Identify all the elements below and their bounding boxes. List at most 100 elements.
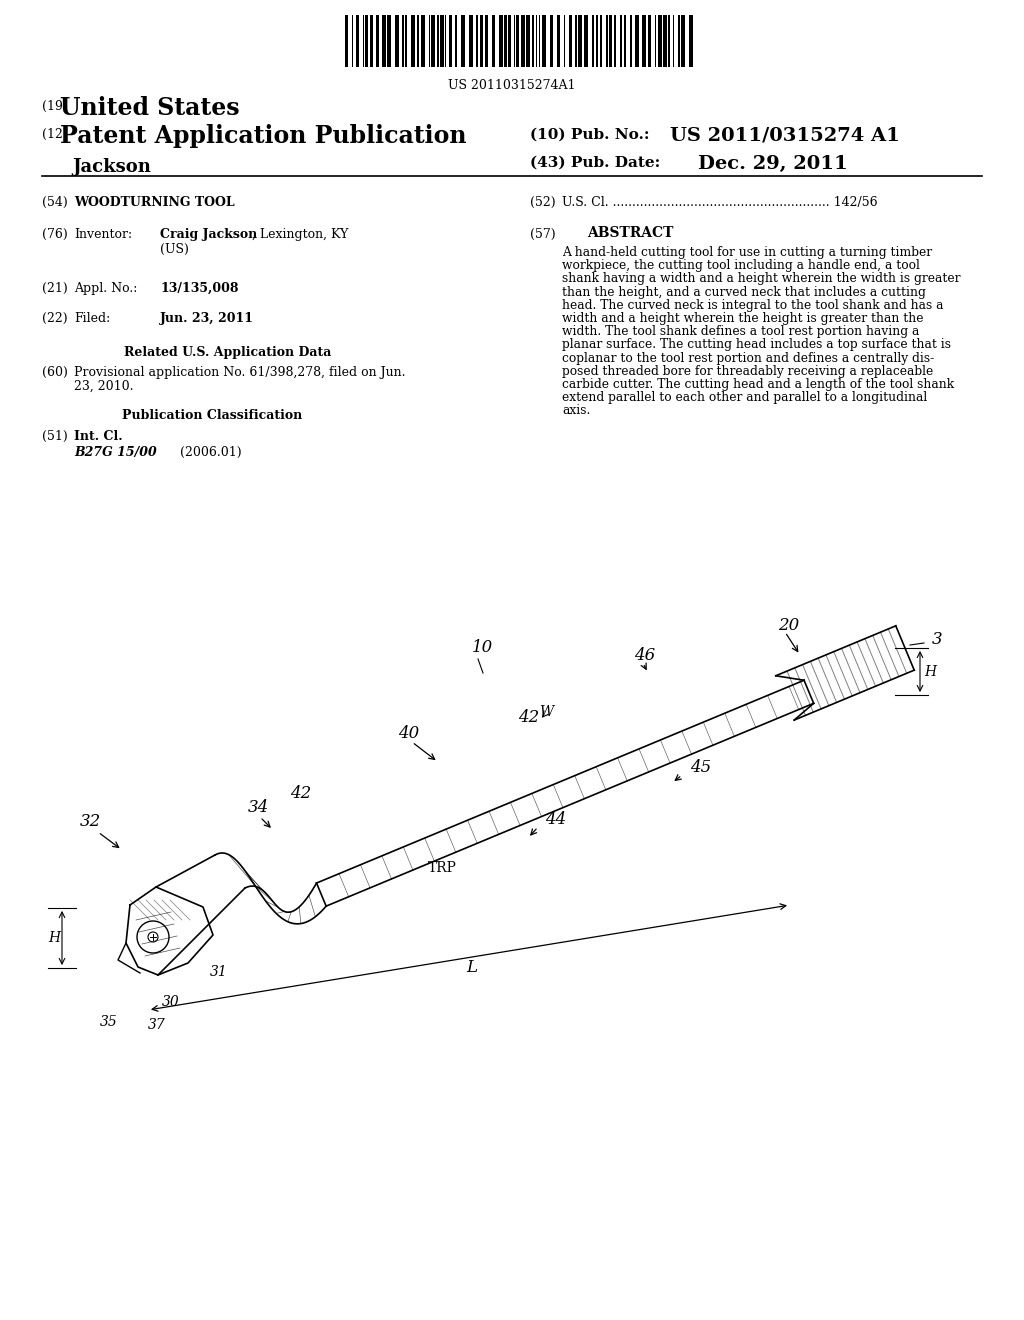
Bar bbox=[449, 15, 452, 67]
Text: B27G 15/00: B27G 15/00 bbox=[74, 446, 157, 459]
Bar bbox=[642, 15, 646, 67]
Bar bbox=[521, 15, 525, 67]
Bar bbox=[370, 15, 373, 67]
Bar bbox=[406, 15, 407, 67]
Bar bbox=[596, 15, 598, 67]
Text: Jun. 23, 2011: Jun. 23, 2011 bbox=[160, 312, 254, 325]
Bar bbox=[658, 15, 662, 67]
Text: than the height, and a curved neck that includes a cutting: than the height, and a curved neck that … bbox=[562, 285, 926, 298]
Bar bbox=[609, 15, 612, 67]
Text: U.S. Cl. ........................................................ 142/56: U.S. Cl. ...............................… bbox=[562, 195, 878, 209]
Bar bbox=[417, 15, 419, 67]
Text: H: H bbox=[924, 664, 936, 678]
Text: , Lexington, KY: , Lexington, KY bbox=[252, 228, 348, 242]
Bar bbox=[620, 15, 622, 67]
Text: (10) Pub. No.:: (10) Pub. No.: bbox=[530, 128, 649, 143]
Text: 37: 37 bbox=[148, 1018, 166, 1032]
Text: United States: United States bbox=[60, 96, 240, 120]
Text: 31: 31 bbox=[210, 965, 227, 979]
Bar bbox=[387, 15, 391, 67]
Text: (54): (54) bbox=[42, 195, 68, 209]
Bar bbox=[402, 15, 404, 67]
Text: 30: 30 bbox=[162, 995, 180, 1008]
Text: workpiece, the cutting tool including a handle end, a tool: workpiece, the cutting tool including a … bbox=[562, 259, 920, 272]
Bar bbox=[455, 15, 457, 67]
Text: width and a height wherein the height is greater than the: width and a height wherein the height is… bbox=[562, 312, 924, 325]
Text: 44: 44 bbox=[545, 812, 566, 829]
Bar bbox=[635, 15, 639, 67]
Text: planar surface. The cutting head includes a top surface that is: planar surface. The cutting head include… bbox=[562, 338, 951, 351]
Text: (51): (51) bbox=[42, 430, 68, 444]
Text: head. The curved neck is integral to the tool shank and has a: head. The curved neck is integral to the… bbox=[562, 298, 943, 312]
Bar bbox=[575, 15, 577, 67]
Bar bbox=[526, 15, 530, 67]
Text: 23, 2010.: 23, 2010. bbox=[74, 380, 133, 393]
Text: Jackson: Jackson bbox=[72, 158, 151, 176]
Text: extend parallel to each other and parallel to a longitudinal: extend parallel to each other and parall… bbox=[562, 391, 928, 404]
Text: (76): (76) bbox=[42, 228, 68, 242]
Text: axis.: axis. bbox=[562, 404, 591, 417]
Bar bbox=[516, 15, 519, 67]
Bar bbox=[532, 15, 534, 67]
Bar bbox=[345, 15, 348, 67]
Text: Provisional application No. 61/398,278, filed on Jun.: Provisional application No. 61/398,278, … bbox=[74, 366, 406, 379]
Bar bbox=[508, 15, 511, 67]
Text: (43) Pub. Date:: (43) Pub. Date: bbox=[530, 156, 660, 170]
Text: ABSTRACT: ABSTRACT bbox=[587, 226, 673, 240]
Bar bbox=[504, 15, 507, 67]
Bar bbox=[365, 15, 368, 67]
Bar bbox=[592, 15, 594, 67]
Bar bbox=[480, 15, 483, 67]
Bar bbox=[356, 15, 359, 67]
Text: Appl. No.:: Appl. No.: bbox=[74, 282, 137, 294]
Bar bbox=[600, 15, 602, 67]
Bar bbox=[476, 15, 478, 67]
Text: 13/135,008: 13/135,008 bbox=[160, 282, 239, 294]
Bar bbox=[421, 15, 425, 67]
Text: Filed:: Filed: bbox=[74, 312, 111, 325]
Text: A hand-held cutting tool for use in cutting a turning timber: A hand-held cutting tool for use in cutt… bbox=[562, 246, 932, 259]
Text: (52): (52) bbox=[530, 195, 556, 209]
Bar bbox=[431, 15, 435, 67]
Bar bbox=[624, 15, 626, 67]
Bar bbox=[584, 15, 588, 67]
Bar bbox=[630, 15, 632, 67]
Text: Inventor:: Inventor: bbox=[74, 228, 132, 242]
Bar bbox=[678, 15, 680, 67]
Text: (60): (60) bbox=[42, 366, 68, 379]
Bar bbox=[663, 15, 667, 67]
Bar bbox=[492, 15, 495, 67]
Text: (2006.01): (2006.01) bbox=[180, 446, 242, 459]
Text: Craig Jackson: Craig Jackson bbox=[160, 228, 257, 242]
Bar bbox=[648, 15, 651, 67]
Text: H: H bbox=[48, 931, 60, 945]
Bar bbox=[499, 15, 503, 67]
Text: (19): (19) bbox=[42, 100, 68, 114]
Text: TRP: TRP bbox=[428, 861, 457, 875]
Bar bbox=[382, 15, 386, 67]
Text: 10: 10 bbox=[472, 639, 494, 656]
Bar bbox=[376, 15, 379, 67]
Bar bbox=[681, 15, 685, 67]
Bar bbox=[614, 15, 616, 67]
Bar bbox=[461, 15, 465, 67]
Text: (22): (22) bbox=[42, 312, 68, 325]
Text: 42: 42 bbox=[518, 710, 540, 726]
Bar bbox=[469, 15, 473, 67]
Text: (US): (US) bbox=[160, 243, 188, 256]
Text: L: L bbox=[467, 960, 477, 977]
Text: 45: 45 bbox=[690, 759, 712, 776]
Bar bbox=[437, 15, 439, 67]
Text: posed threaded bore for threadably receiving a replaceable: posed threaded bore for threadably recei… bbox=[562, 364, 933, 378]
Text: 32: 32 bbox=[80, 813, 101, 830]
Bar bbox=[542, 15, 546, 67]
Bar bbox=[550, 15, 553, 67]
Bar bbox=[557, 15, 560, 67]
Text: (21): (21) bbox=[42, 282, 68, 294]
Text: carbide cutter. The cutting head and a length of the tool shank: carbide cutter. The cutting head and a l… bbox=[562, 378, 954, 391]
Bar bbox=[395, 15, 399, 67]
Text: width. The tool shank defines a tool rest portion having a: width. The tool shank defines a tool res… bbox=[562, 325, 920, 338]
Text: (57): (57) bbox=[530, 228, 556, 242]
Text: 42: 42 bbox=[290, 784, 311, 801]
Bar bbox=[689, 15, 693, 67]
